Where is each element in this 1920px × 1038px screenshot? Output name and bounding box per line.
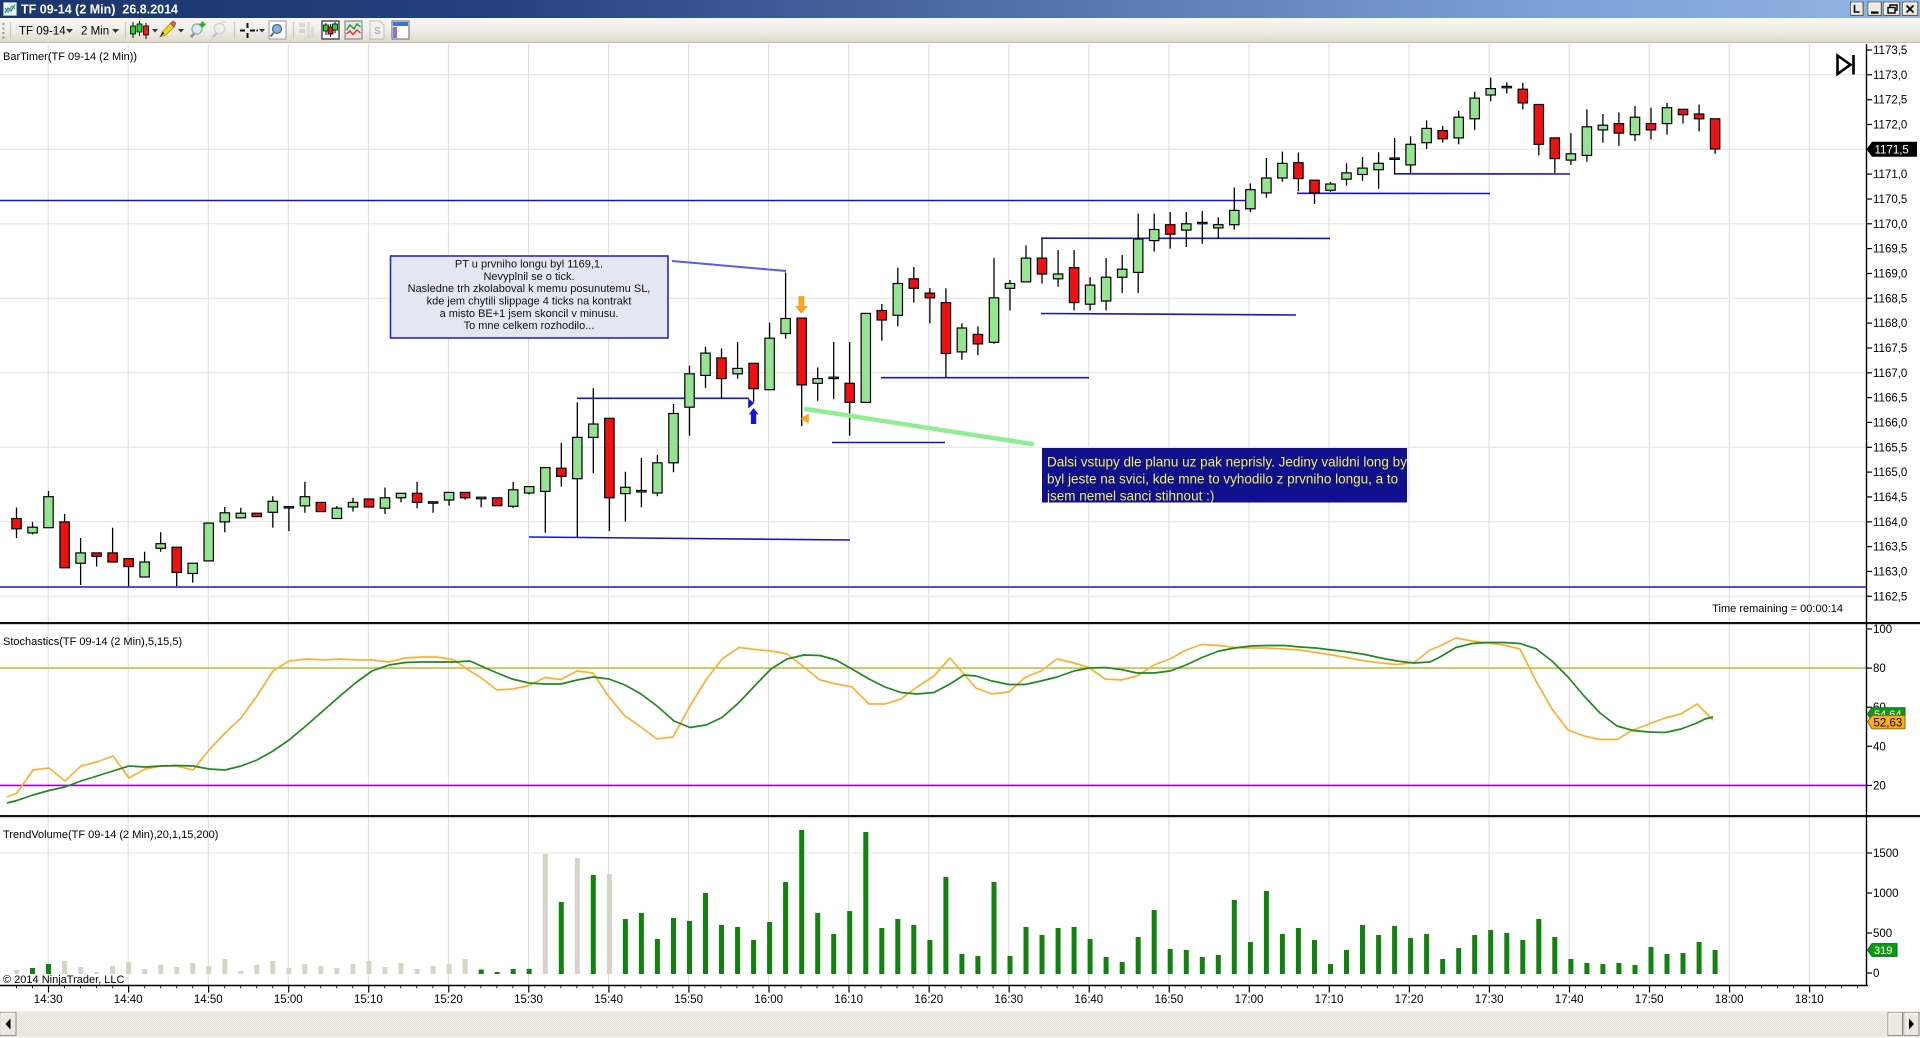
svg-text:1162,5: 1162,5 (1873, 591, 1907, 603)
svg-text:TF 09-14 (2 Min) 26.8.2014: TF 09-14 (2 Min) 26.8.2014 (21, 3, 178, 17)
svg-text:1165,0: 1165,0 (1873, 467, 1907, 479)
svg-text:15:50: 15:50 (674, 994, 703, 1006)
svg-text:15:20: 15:20 (434, 994, 463, 1006)
svg-text:15:10: 15:10 (354, 994, 383, 1006)
svg-text:15:30: 15:30 (514, 994, 543, 1006)
svg-text:jsem nemel sanci stihnout :): jsem nemel sanci stihnout :) (1046, 489, 1214, 504)
svg-text:17:10: 17:10 (1315, 994, 1344, 1006)
svg-text:500: 500 (1873, 928, 1892, 940)
svg-text:16:30: 16:30 (994, 994, 1023, 1006)
svg-text:1166,0: 1166,0 (1873, 417, 1907, 429)
svg-text:kde jem chytili slippage 4 tic: kde jem chytili slippage 4 ticks na kont… (427, 296, 632, 308)
svg-text:1164,0: 1164,0 (1873, 517, 1907, 529)
svg-text:TrendVolume(TF 09-14 (2 Min),2: TrendVolume(TF 09-14 (2 Min),20,1,15,200… (3, 829, 218, 841)
svg-text:319: 319 (1874, 945, 1892, 957)
svg-text:0: 0 (1873, 968, 1879, 980)
svg-text:1169,0: 1169,0 (1873, 269, 1907, 281)
svg-text:16:10: 16:10 (834, 994, 863, 1006)
svg-text:16:40: 16:40 (1074, 994, 1103, 1006)
svg-text:1000: 1000 (1873, 888, 1899, 900)
svg-text:Nasledne trh zkolaboval k memu: Nasledne trh zkolaboval k memu posunutem… (408, 283, 651, 295)
svg-text:18:10: 18:10 (1795, 994, 1824, 1006)
svg-text:Dalsi vstupy dle planu uz pak: Dalsi vstupy dle planu uz pak neprisly. … (1047, 455, 1407, 470)
svg-text:1172,5: 1172,5 (1873, 95, 1907, 107)
svg-text:100: 100 (1873, 624, 1892, 636)
svg-text:18:00: 18:00 (1715, 994, 1744, 1006)
svg-text:Time remaining = 00:00:14: Time remaining = 00:00:14 (1712, 603, 1843, 615)
svg-text:1170,0: 1170,0 (1873, 219, 1907, 231)
svg-text:1168,0: 1168,0 (1873, 318, 1907, 330)
svg-text:1165,5: 1165,5 (1873, 442, 1907, 454)
svg-text:14:40: 14:40 (114, 994, 143, 1006)
svg-text:1166,5: 1166,5 (1873, 393, 1907, 405)
svg-text:Nevyplnil se o tick.: Nevyplnil se o tick. (483, 271, 574, 283)
svg-text:17:50: 17:50 (1635, 994, 1664, 1006)
svg-text:16:00: 16:00 (754, 994, 783, 1006)
svg-text:15:00: 15:00 (274, 994, 303, 1006)
svg-text:20: 20 (1873, 780, 1886, 792)
svg-text:14:50: 14:50 (194, 994, 223, 1006)
svg-text:52,63: 52,63 (1874, 717, 1903, 729)
svg-text:1500: 1500 (1873, 848, 1899, 860)
svg-text:1167,0: 1167,0 (1873, 368, 1907, 380)
svg-text:14:30: 14:30 (34, 994, 63, 1006)
svg-text:17:40: 17:40 (1555, 994, 1584, 1006)
svg-text:1168,5: 1168,5 (1873, 293, 1907, 305)
svg-text:1171,0: 1171,0 (1873, 169, 1907, 181)
svg-text:15:40: 15:40 (594, 994, 623, 1006)
svg-text:1167,5: 1167,5 (1873, 343, 1907, 355)
svg-text:S: S (374, 26, 381, 37)
svg-text:1173,0: 1173,0 (1873, 70, 1907, 82)
svg-text:To mne celkem rozhodilo...: To mne celkem rozhodilo... (464, 320, 595, 332)
svg-text:1163,0: 1163,0 (1873, 566, 1907, 578)
svg-text:byl jeste na svici, kde mne to: byl jeste na svici, kde mne to vyhodilo … (1047, 472, 1398, 487)
svg-text:17:30: 17:30 (1475, 994, 1504, 1006)
svg-text:17:00: 17:00 (1235, 994, 1264, 1006)
svg-text:1170,5: 1170,5 (1873, 194, 1907, 206)
svg-text:17:20: 17:20 (1395, 994, 1424, 1006)
svg-text:16:50: 16:50 (1155, 994, 1184, 1006)
svg-text:1173,5: 1173,5 (1873, 45, 1907, 57)
svg-text:1164,5: 1164,5 (1873, 492, 1907, 504)
svg-text:1172,0: 1172,0 (1873, 120, 1907, 132)
svg-text:16:20: 16:20 (914, 994, 943, 1006)
svg-text:40: 40 (1873, 741, 1886, 753)
svg-text:80: 80 (1873, 663, 1886, 675)
svg-text:a misto BE+1 jsem skoncil v mi: a misto BE+1 jsem skoncil v minusu. (440, 308, 619, 320)
svg-text:Stochastics(TF 09-14 (2 Min),5: Stochastics(TF 09-14 (2 Min),5,15,5) (3, 636, 182, 648)
svg-text:1169,5: 1169,5 (1873, 244, 1907, 256)
svg-text:© 2014 NinjaTrader, LLC: © 2014 NinjaTrader, LLC (3, 974, 124, 986)
svg-text:1163,5: 1163,5 (1873, 542, 1907, 554)
svg-text:BarTimer(TF 09-14 (2 Min)): BarTimer(TF 09-14 (2 Min)) (3, 51, 137, 63)
svg-text:1171,5: 1171,5 (1875, 144, 1909, 156)
svg-text:PT u prvniho longu byl 1169,1.: PT u prvniho longu byl 1169,1. (455, 259, 603, 271)
svg-text:TF 09-14: TF 09-14 (19, 26, 66, 38)
svg-text:2 Min: 2 Min (81, 26, 109, 38)
